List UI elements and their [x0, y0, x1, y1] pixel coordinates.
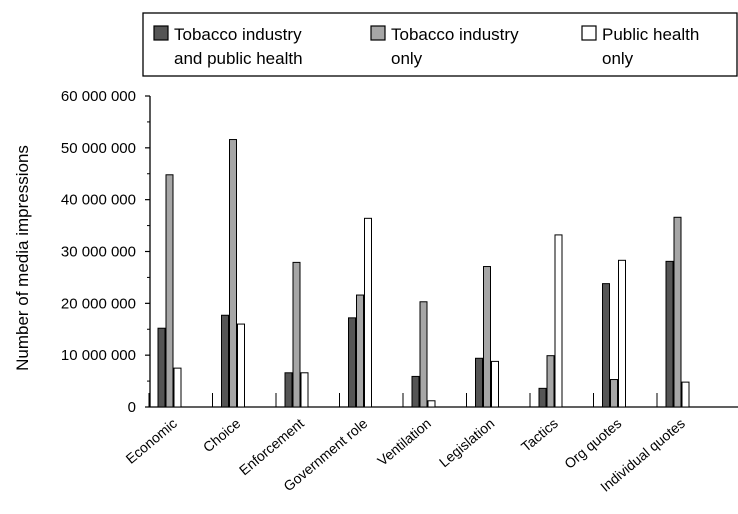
x-tick-label: Tactics — [518, 415, 561, 455]
y-tick-label: 60 000 000 — [61, 88, 136, 105]
x-tick-label: Org quotes — [561, 415, 624, 472]
bar — [681, 381, 690, 408]
legend-label: Public health — [602, 25, 699, 44]
x-tick-label: Legislation — [436, 415, 498, 470]
bar — [157, 327, 166, 408]
bar — [348, 317, 356, 408]
y-axis-label: Number of media impressions — [13, 145, 32, 371]
bar — [165, 174, 174, 408]
bar — [538, 387, 547, 408]
x-tick-label: Ventilation — [374, 415, 434, 469]
bar — [284, 372, 293, 408]
y-tick-label: 10 000 000 — [61, 347, 136, 364]
x-tick-label: Economic — [123, 415, 180, 467]
legend: Tobacco industry and public health Tobacco… — [142, 12, 738, 77]
legend-label: Tobacco industry — [391, 25, 519, 44]
bar — [364, 217, 372, 408]
bar — [546, 355, 555, 408]
bar — [292, 261, 301, 408]
bar — [356, 294, 364, 408]
y-tick-label: 40 000 000 — [61, 192, 136, 209]
bar — [610, 379, 618, 408]
bar — [673, 216, 682, 408]
legend-label: and public health — [174, 49, 303, 68]
bar — [173, 367, 182, 408]
bar — [221, 314, 229, 408]
legend-label: only — [602, 49, 634, 68]
bar — [237, 323, 245, 408]
bar — [419, 301, 428, 408]
y-tick-label: 20 000 000 — [61, 295, 136, 312]
bar — [411, 375, 420, 408]
y-axis: 0 10 000 000 20 000 000 30 000 000 40 000 00… — [61, 88, 151, 416]
legend-swatch — [581, 25, 597, 41]
bar — [665, 260, 674, 408]
legend-swatch — [370, 25, 386, 41]
bar — [427, 400, 436, 408]
bar — [554, 234, 563, 408]
legend-label: Tobacco industry — [174, 25, 302, 44]
y-tick-label: 0 — [128, 399, 136, 416]
x-tick-label: Choice — [200, 415, 244, 455]
bar — [483, 266, 491, 408]
bar — [300, 372, 309, 408]
bar — [475, 357, 483, 408]
legend-box — [142, 12, 738, 77]
bar — [229, 139, 237, 408]
bar — [602, 283, 610, 408]
y-tick-label: 30 000 000 — [61, 244, 136, 261]
bar — [491, 360, 499, 408]
y-tick-label: 50 000 000 — [61, 140, 136, 157]
legend-swatch — [153, 25, 169, 41]
legend-label: only — [391, 49, 423, 68]
bars — [148, 139, 690, 408]
bar — [618, 259, 626, 408]
